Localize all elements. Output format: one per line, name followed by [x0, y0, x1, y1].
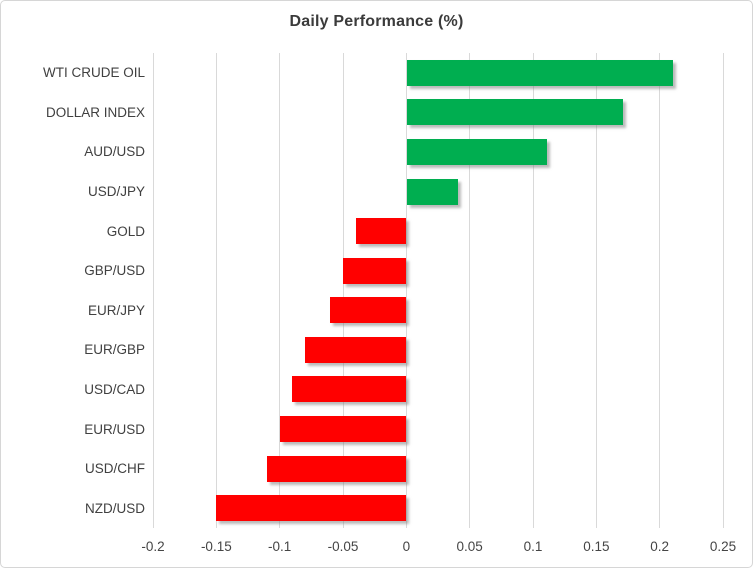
chart-bar-dollar-index: [407, 99, 623, 126]
value-tick-label: -0.05: [327, 539, 359, 554]
chart-title: Daily Performance (%): [289, 13, 464, 30]
category-label: GOLD: [106, 223, 145, 239]
value-tick-label: 0.05: [456, 539, 483, 554]
chart-bar-aud-usd: [407, 138, 547, 165]
category-label: USD/JPY: [87, 184, 145, 200]
gridline: [342, 53, 344, 528]
category-label: NZD/USD: [85, 500, 145, 516]
value-tick-label: 0.1: [523, 539, 543, 554]
value-tick-label: 0.2: [650, 539, 670, 554]
category-label: AUD/USD: [84, 144, 145, 160]
gridline: [469, 53, 471, 528]
gridline: [595, 53, 597, 528]
chart-bar-usd-chf: [267, 455, 407, 482]
value-tick-label: 0.25: [709, 539, 737, 554]
plot-area: [152, 53, 724, 528]
gridline: [532, 53, 534, 528]
category-label: DOLLAR INDEX: [45, 104, 145, 120]
chart-bar-gold: [355, 218, 407, 245]
value-tick-label: -0.15: [200, 539, 232, 554]
chart-bar-usd-jpy: [407, 178, 458, 205]
chart-bar-usd-cad: [292, 376, 407, 403]
category-label: USD/CAD: [84, 381, 145, 397]
chart-bar-wti-crude-oil: [407, 59, 674, 86]
gridline: [659, 53, 661, 528]
value-tick-label: 0.15: [583, 539, 610, 554]
category-label: EUR/GBP: [84, 342, 145, 358]
category-label: EUR/USD: [84, 421, 145, 437]
chart-bar-gbp-usd: [343, 257, 407, 284]
category-label: GBP/USD: [84, 263, 145, 279]
chart-bar-eur-usd: [279, 416, 407, 443]
gridline: [279, 53, 281, 528]
gridline: [405, 53, 407, 528]
value-tick-label: -0.2: [141, 539, 165, 554]
category-label: USD/CHF: [85, 461, 145, 477]
chart-bar-eur-jpy: [330, 297, 407, 324]
gridline: [152, 53, 154, 528]
gridline: [722, 53, 724, 528]
category-label: WTI CRUDE OIL: [42, 65, 145, 81]
category-label: EUR/JPY: [87, 302, 145, 318]
value-tick-label: -0.1: [268, 539, 292, 554]
chart-bar-nzd-usd: [216, 495, 407, 522]
chart-bar-eur-gbp: [305, 336, 407, 363]
value-tick-label: 0: [402, 539, 411, 554]
gridline: [215, 53, 217, 528]
